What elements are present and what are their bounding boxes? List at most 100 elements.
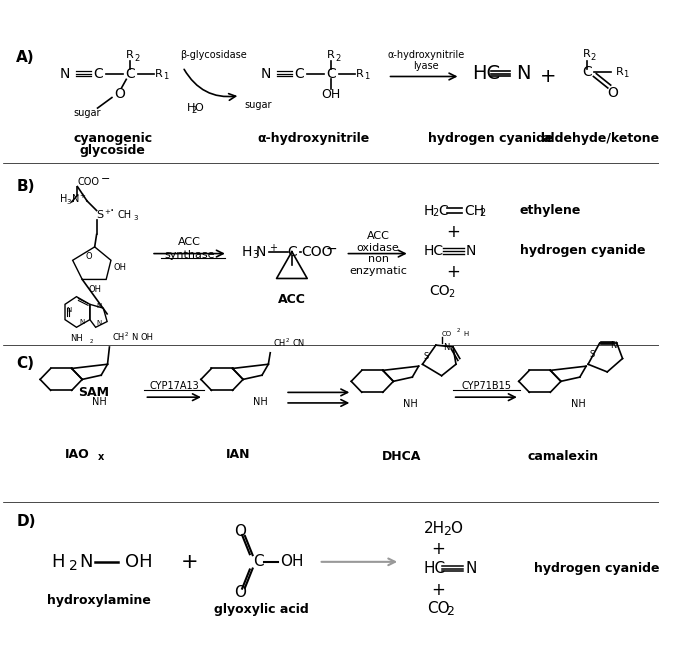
Text: N: N [466,244,477,258]
Text: aldehyde/ketone: aldehyde/ketone [543,132,660,145]
Text: A): A) [16,50,35,65]
Text: non: non [368,255,388,265]
Text: CYP17A13: CYP17A13 [149,381,199,391]
Text: 2: 2 [286,338,289,343]
Text: +: + [432,540,445,558]
Text: C: C [94,67,103,81]
Text: sugar: sugar [73,108,101,118]
Text: H: H [186,103,195,113]
Text: +: + [181,552,198,572]
Text: hydrogen cyanide: hydrogen cyanide [534,562,660,575]
Text: C: C [253,554,264,569]
Text: H: H [464,331,469,337]
Text: 2: 2 [134,54,140,63]
Text: OH: OH [88,285,101,293]
Text: R: R [356,69,364,79]
Text: IAO: IAO [65,448,90,461]
Text: O: O [195,103,203,113]
Text: NH: NH [92,397,107,407]
Text: C: C [438,204,448,218]
Text: x: x [98,452,105,462]
Text: lyase: lyase [413,61,438,71]
Text: N: N [261,67,271,81]
Text: +: + [104,210,110,215]
Text: ·: · [110,204,114,218]
Text: CO: CO [429,284,449,298]
Text: S: S [423,352,429,361]
Text: C: C [295,67,304,81]
Text: ACC: ACC [366,231,390,241]
Text: CH: CH [112,333,125,342]
Text: N: N [72,194,79,204]
Text: 2: 2 [192,106,197,116]
Text: +: + [540,67,557,86]
Text: O: O [114,87,125,101]
Text: +: + [269,243,277,253]
Text: CO: CO [442,331,451,337]
Text: CH: CH [273,339,286,347]
Text: +: + [432,580,445,599]
Text: C): C) [16,356,34,371]
Text: enzymatic: enzymatic [349,266,407,276]
Text: 2: 2 [479,208,486,218]
Text: 1: 1 [163,72,168,81]
Text: H: H [60,194,68,204]
Text: 3: 3 [67,199,71,205]
Text: S: S [97,210,103,220]
Text: N: N [79,319,85,325]
Text: synthase: synthase [164,250,214,260]
Text: 3: 3 [253,250,258,260]
Text: hydroxylamine: hydroxylamine [47,594,151,607]
Text: 2: 2 [591,53,596,62]
Text: 2: 2 [457,328,460,333]
Text: hydrogen cyanide: hydrogen cyanide [428,132,553,145]
Text: N: N [443,343,449,353]
Text: C: C [582,65,592,79]
Text: CYP71B15: CYP71B15 [461,381,511,391]
Text: R: R [583,49,590,59]
Text: α-hydroxynitrile: α-hydroxynitrile [258,132,370,145]
Text: SAM: SAM [78,386,109,399]
Text: β-glycosidase: β-glycosidase [180,50,247,60]
Text: OH: OH [125,553,153,571]
Text: OH: OH [321,88,340,101]
Text: C: C [326,67,336,81]
Text: B): B) [16,179,35,194]
Text: NH: NH [253,397,268,407]
Text: N: N [256,244,266,259]
Text: R: R [126,50,134,60]
Text: HC: HC [424,561,446,576]
Text: 2: 2 [335,54,340,63]
Text: camalexin: camalexin [527,450,599,463]
Text: ACC: ACC [178,237,201,247]
Text: O: O [234,585,246,600]
Text: N: N [79,553,93,571]
Text: CO: CO [427,601,449,617]
Text: DHCA: DHCA [382,450,422,463]
Text: NH: NH [571,399,586,409]
Text: IAN: IAN [226,448,251,461]
Text: N: N [516,64,530,83]
Text: N: N [132,333,138,342]
Text: CH: CH [118,210,132,220]
Text: O: O [450,521,462,536]
Text: oxidase: oxidase [357,243,399,253]
Text: N: N [610,341,616,349]
Text: C: C [125,67,135,81]
Text: R: R [327,50,335,60]
Text: ethylene: ethylene [520,204,581,217]
Text: O: O [86,252,92,261]
Text: cyanogenic: cyanogenic [73,132,153,145]
Text: H: H [424,204,434,218]
Text: R: R [155,69,163,79]
Text: α-hydroxynitrile: α-hydroxynitrile [387,50,464,60]
Text: 2: 2 [448,289,454,299]
Text: N: N [465,561,477,576]
Text: O: O [607,86,618,100]
Text: 2: 2 [433,208,439,218]
Text: H: H [51,553,65,571]
Text: 2H: 2H [424,521,445,536]
Text: HC: HC [472,64,500,83]
Text: R: R [615,67,623,77]
Text: OH: OH [140,333,153,342]
